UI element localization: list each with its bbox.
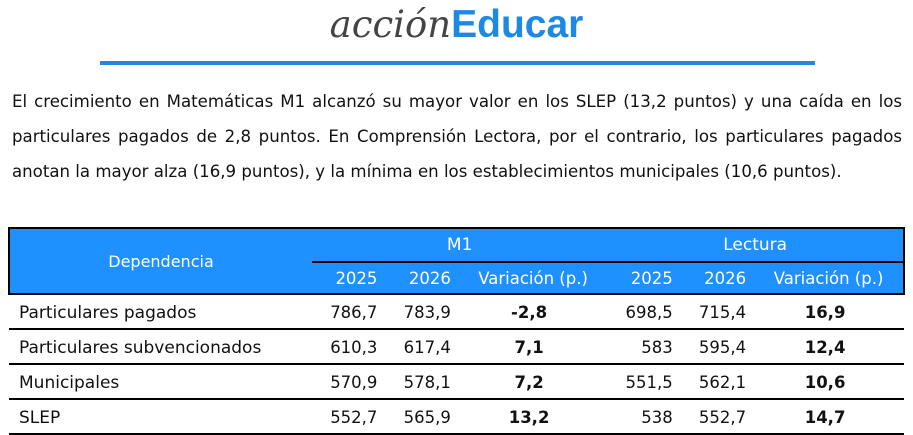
table-cell: 783,9	[385, 294, 459, 330]
row-label: SLEP	[9, 399, 312, 435]
table-cell: 10,6	[754, 364, 904, 400]
table-cell: 595,4	[680, 329, 755, 365]
header-divider	[100, 61, 815, 65]
table-cell: 7,2	[458, 364, 608, 400]
header-dependencia: Dependencia	[9, 228, 312, 294]
results-table: Dependencia M1 Lectura 2025 2026 Variaci…	[8, 227, 905, 435]
header-col: 2026	[680, 262, 755, 294]
table-row: Particulares pagados 786,7 783,9 -2,8 698,5 7…	[9, 294, 904, 330]
logo-text-educar: Educar	[451, 3, 584, 46]
logo-text-accion: acción	[329, 3, 452, 46]
table-cell: 610,3	[312, 329, 386, 365]
row-label: Particulares subvencionados	[9, 329, 312, 365]
table-cell: 565,9	[385, 399, 459, 435]
table-row: Municipales 570,9 578,1 7,2 551,5 562,1 10,6	[9, 364, 904, 400]
table-cell: 13,2	[458, 399, 608, 435]
summary-paragraph: El crecimiento en Matemáticas M1 alcanzó…	[12, 92, 902, 181]
table-cell: 570,9	[312, 364, 386, 400]
table-cell: 617,4	[385, 329, 459, 365]
table-cell: 698,5	[607, 294, 681, 330]
table-cell: 552,7	[680, 399, 755, 435]
row-label: Particulares pagados	[9, 294, 312, 330]
header-col: 2025	[607, 262, 681, 294]
header-lectura: Lectura	[607, 228, 904, 263]
table-row: Particulares subvencionados 610,3 617,4 7,1…	[9, 329, 904, 365]
table-cell: -2,8	[458, 294, 608, 330]
table-cell: 552,7	[312, 399, 386, 435]
table-cell: 16,9	[754, 294, 904, 330]
table-cell: 562,1	[680, 364, 755, 400]
table-cell: 7,1	[458, 329, 608, 365]
table-row: SLEP 552,7 565,9 13,2 538 552,7 14,7	[9, 399, 904, 435]
header-col: 2026	[385, 262, 459, 294]
header-col: 2025	[312, 262, 386, 294]
table-cell: 715,4	[680, 294, 755, 330]
table-cell: 578,1	[385, 364, 459, 400]
header-col: Variación (p.)	[458, 262, 608, 294]
table-cell: 583	[607, 329, 681, 365]
table-cell: 538	[607, 399, 681, 435]
header-col: Variación (p.)	[754, 262, 904, 294]
table-cell: 14,7	[754, 399, 904, 435]
logo: acciónEducar	[0, 2, 913, 48]
row-label: Municipales	[9, 364, 312, 400]
table-cell: 551,5	[607, 364, 681, 400]
table-cell: 12,4	[754, 329, 904, 365]
table-cell: 786,7	[312, 294, 386, 330]
header-m1: M1	[312, 228, 608, 263]
